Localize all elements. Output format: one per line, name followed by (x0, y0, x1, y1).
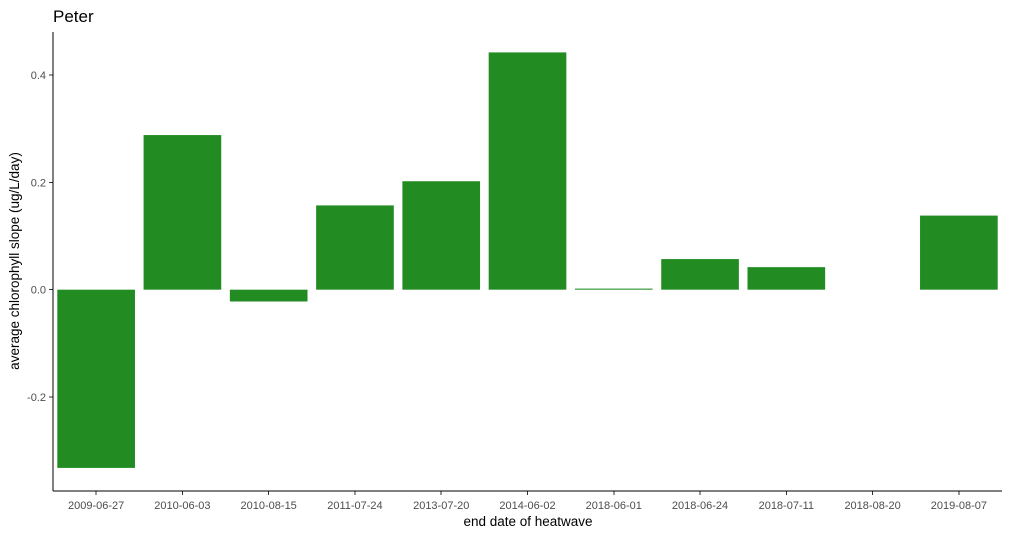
x-axis-ticks: 2009-06-27 2010-06-03 2010-08-15 2011-07-24… (68, 491, 987, 512)
x-tick-label: 2019-08-07 (931, 500, 987, 512)
bar-2009-06-27 (57, 289, 135, 468)
bar-2018-07-11 (747, 267, 826, 290)
bar-2010-08-15 (229, 289, 308, 302)
x-tick-label: 2014-06-02 (499, 500, 555, 512)
x-tick-label: 2009-06-27 (68, 500, 124, 512)
x-tick-label: 2010-06-03 (154, 500, 210, 512)
y-axis-label: average chlorophyll slope (ug/L/day) (7, 152, 22, 370)
y-tick-label: 0.4 (31, 70, 46, 82)
bar-2013-07-20 (402, 181, 481, 290)
bar-2011-07-24 (316, 205, 394, 290)
bar-2014-06-02 (488, 52, 567, 290)
bar-2018-06-24 (661, 259, 739, 290)
y-tick-label: -0.2 (27, 392, 46, 404)
x-tick-label: 2018-06-24 (672, 500, 728, 512)
x-tick-label: 2011-07-24 (327, 500, 382, 512)
x-tick-label: 2018-08-20 (844, 500, 900, 512)
y-axis-ticks: -0.2 0.0 0.2 0.4 (27, 70, 53, 404)
x-axis-label: end date of heatwave (463, 514, 592, 529)
x-tick-label: 2018-07-11 (759, 500, 814, 512)
bar-2019-08-07 (920, 215, 998, 290)
chart-title: Peter (53, 7, 94, 26)
y-tick-label: 0.0 (31, 285, 46, 297)
bar-2018-06-01 (574, 288, 653, 290)
x-tick-label: 2010-08-15 (241, 500, 297, 512)
x-tick-label: 2013-07-20 (413, 500, 469, 512)
x-tick-label: 2018-06-01 (586, 500, 642, 512)
y-tick-label: 0.2 (31, 177, 46, 189)
bar-2010-06-03 (143, 135, 222, 290)
bars (57, 52, 998, 468)
